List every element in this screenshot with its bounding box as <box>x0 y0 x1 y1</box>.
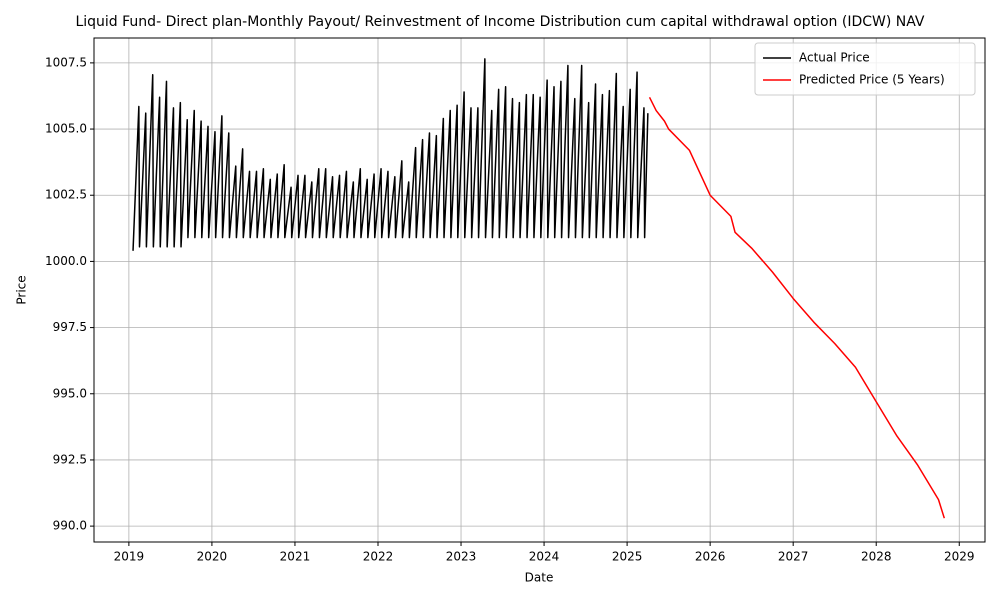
y-tick-label: 992.5 <box>53 452 87 466</box>
chart-title: Liquid Fund- Direct plan-Monthly Payout/… <box>75 14 924 30</box>
y-axis-label: Price <box>15 275 29 304</box>
legend-label: Predicted Price (5 Years) <box>799 73 945 87</box>
x-axis-label: Date <box>525 571 554 585</box>
series-line <box>132 58 649 251</box>
x-tick-label: 2022 <box>363 550 394 564</box>
x-tick-label: 2023 <box>446 550 477 564</box>
y-tick-label: 1002.5 <box>45 188 87 202</box>
y-tick-label: 1007.5 <box>45 55 87 69</box>
x-tick-label: 2024 <box>529 550 560 564</box>
x-tick-label: 2029 <box>944 550 975 564</box>
x-tick-label: 2020 <box>197 550 228 564</box>
y-tick-label: 1000.0 <box>45 254 87 268</box>
x-tick-label: 2021 <box>280 550 311 564</box>
x-tick-label: 2027 <box>778 550 809 564</box>
y-tick-label: 995.0 <box>53 386 87 400</box>
y-tick-label: 997.5 <box>53 320 87 334</box>
plot-frame <box>93 37 986 543</box>
x-tick-label: 2019 <box>114 550 145 564</box>
legend-label: Actual Price <box>799 51 870 65</box>
x-tick-label: 2026 <box>695 550 726 564</box>
legend-box <box>754 42 976 96</box>
y-tick-label: 990.0 <box>53 519 87 533</box>
x-tick-label: 2028 <box>861 550 892 564</box>
y-tick-label: 1005.0 <box>45 122 87 136</box>
x-tick-label: 2025 <box>612 550 643 564</box>
series-line <box>648 96 946 519</box>
